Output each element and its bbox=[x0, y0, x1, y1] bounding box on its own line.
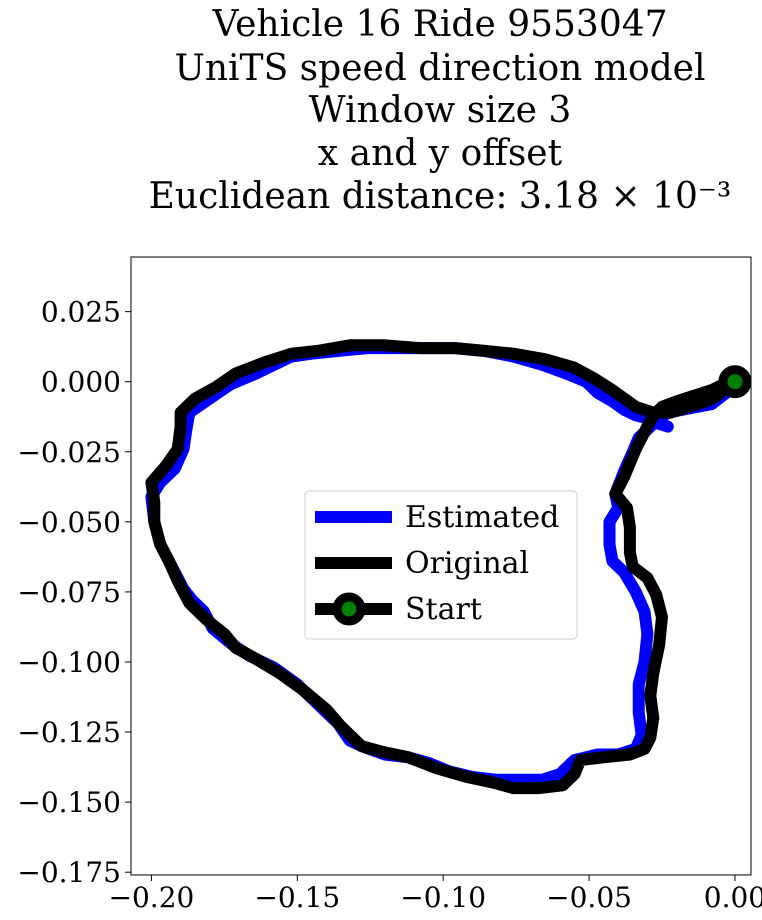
legend-label-estimated: Estimated bbox=[405, 500, 559, 535]
x-tick-label: 0.00 bbox=[704, 881, 762, 914]
legend-marker-start bbox=[332, 592, 366, 626]
series-group bbox=[145, 339, 751, 795]
x-tick-label: −0.05 bbox=[546, 881, 632, 914]
series-line-original bbox=[145, 339, 741, 795]
y-tick-label: −0.075 bbox=[17, 576, 121, 609]
title-line-2: UniTS speed direction model bbox=[175, 48, 706, 89]
x-tick-label: −0.20 bbox=[109, 881, 195, 914]
legend-label-start: Start bbox=[405, 592, 482, 627]
y-tick-label: −0.050 bbox=[17, 506, 121, 539]
title-line-3: Window size 3 bbox=[309, 90, 572, 131]
plot-area bbox=[130, 256, 752, 876]
title-line-5: Euclidean distance: 3.18 × 10⁻³ bbox=[149, 176, 732, 217]
y-axis: 0.025 0.000 −0.025 −0.050 −0.075 −0.100 −0.125… bbox=[17, 296, 131, 889]
legend-box bbox=[304, 490, 578, 640]
legend-label-original: Original bbox=[405, 546, 529, 581]
start-marker bbox=[718, 365, 751, 399]
y-tick-label: −0.150 bbox=[17, 786, 121, 819]
legend: Estimated Original Start bbox=[304, 490, 578, 640]
y-tick-label: −0.100 bbox=[17, 646, 121, 679]
y-tick-label: −0.125 bbox=[17, 716, 121, 749]
x-tick-label: −0.15 bbox=[254, 881, 340, 914]
x-axis: −0.20 −0.15 −0.10 −0.05 0.00 bbox=[109, 875, 762, 914]
y-tick-label: −0.025 bbox=[17, 436, 121, 469]
plot-frame bbox=[130, 256, 752, 876]
chart-title: Vehicle 16 Ride 9553047 UniTS speed dire… bbox=[149, 4, 732, 217]
y-tick-label: 0.000 bbox=[41, 366, 121, 399]
y-tick-label: −0.175 bbox=[17, 856, 121, 889]
title-line-4: x and y offset bbox=[318, 133, 563, 174]
y-tick-label: 0.025 bbox=[41, 296, 121, 329]
title-line-1: Vehicle 16 Ride 9553047 bbox=[211, 4, 667, 45]
x-tick-label: −0.10 bbox=[400, 881, 486, 914]
